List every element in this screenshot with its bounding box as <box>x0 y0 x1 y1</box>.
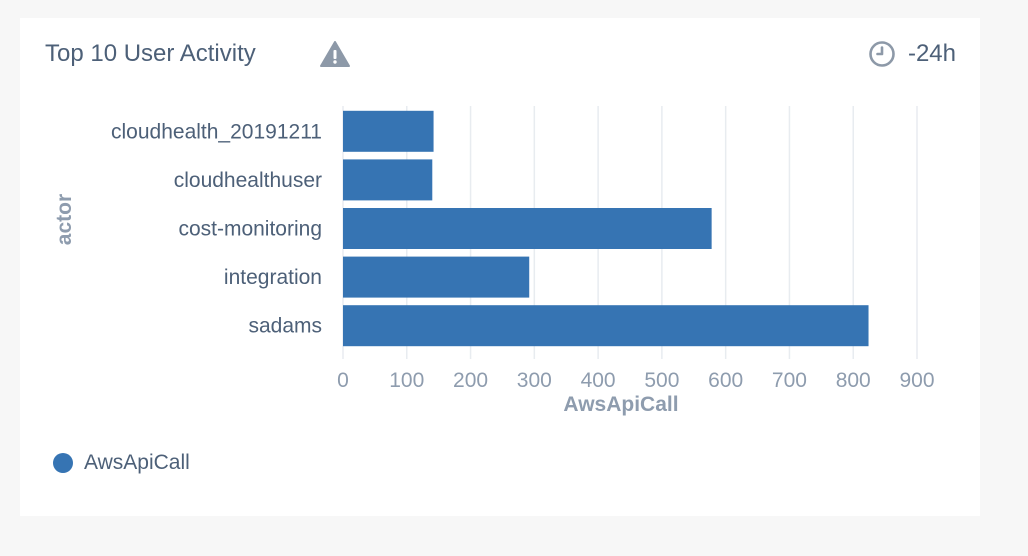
x-tick-label: 100 <box>389 369 424 392</box>
x-tick-label: 200 <box>453 369 488 392</box>
x-tick-label: 500 <box>644 369 679 392</box>
x-tick-label: 600 <box>708 369 743 392</box>
time-range-label: -24h <box>907 40 956 67</box>
x-tick-label: 700 <box>772 369 807 392</box>
time-range[interactable]: -24h <box>868 38 956 70</box>
y-tick-label: cloudhealth_20191211 <box>111 120 322 143</box>
x-tick-label: 300 <box>517 369 552 392</box>
x-tick-label: 800 <box>836 369 871 392</box>
panel-title: Top 10 User Activity <box>45 40 256 67</box>
bar[interactable] <box>343 110 434 152</box>
x-tick-label: 0 <box>337 369 349 392</box>
x-tick-label: 900 <box>899 369 934 392</box>
legend-label[interactable]: AwsApiCall <box>84 451 190 474</box>
legend-swatch <box>53 453 73 473</box>
bar[interactable] <box>343 159 433 201</box>
x-tick-label: 400 <box>581 369 616 392</box>
y-tick-label: cloudhealthuser <box>174 169 322 192</box>
panel-header: Top 10 User Activity -24h <box>45 38 956 70</box>
warning-triangle-icon[interactable] <box>319 40 351 68</box>
chart-legend: AwsApiCall <box>53 450 190 476</box>
x-axis-title: AwsApiCall <box>563 393 678 416</box>
bar[interactable] <box>343 256 530 298</box>
y-axis-title: actor <box>53 194 76 245</box>
chart-panel: Top 10 User Activity -24h cloudhealth_20… <box>20 18 980 516</box>
y-tick-label: sadams <box>248 315 322 338</box>
bar-chart: cloudhealth_20191211 cloudhealthuser cost-… <box>53 106 935 416</box>
y-tick-label: cost-monitoring <box>178 218 322 241</box>
bar[interactable] <box>343 208 712 249</box>
clock-icon <box>868 40 896 68</box>
bar[interactable] <box>343 305 869 347</box>
y-tick-label: integration <box>224 266 322 289</box>
